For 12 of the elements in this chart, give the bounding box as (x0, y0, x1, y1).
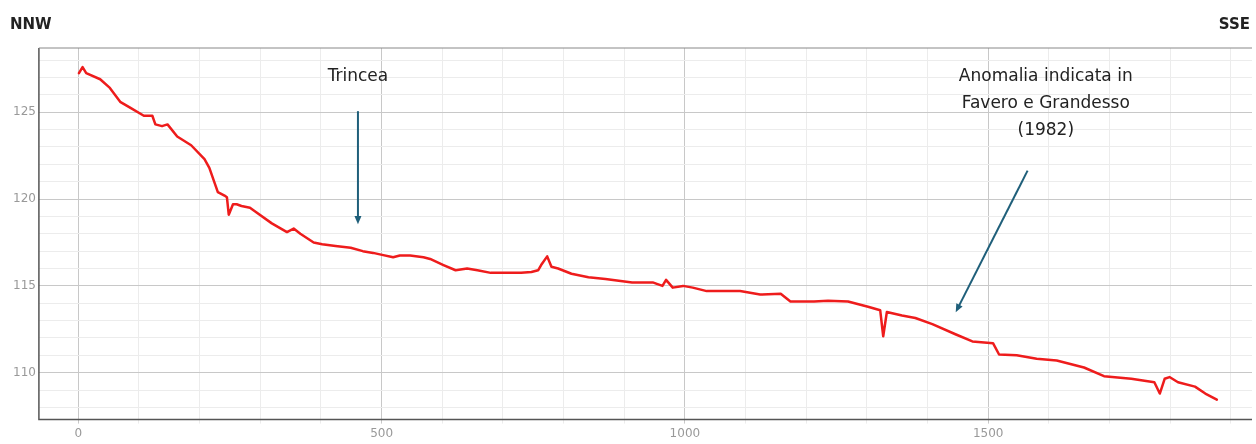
x-tick-label: 1500 (972, 425, 1004, 440)
y-tick-label: 110 (13, 364, 36, 379)
y-tick-label: 120 (13, 191, 36, 206)
text: NNW (10, 15, 53, 34)
y-tick-label: 115 (13, 278, 36, 293)
annotation: Trincea (326, 64, 389, 85)
x-tick-label: 500 (370, 425, 394, 440)
x-tick-label: 1000 (669, 425, 701, 440)
text: SSE (1218, 15, 1250, 34)
annotation: Anomalia indicata in Favero e Grandesso (1982) (958, 64, 1133, 139)
x-tick-label: 0 (74, 425, 83, 440)
y-tick-label: 125 (13, 104, 36, 119)
